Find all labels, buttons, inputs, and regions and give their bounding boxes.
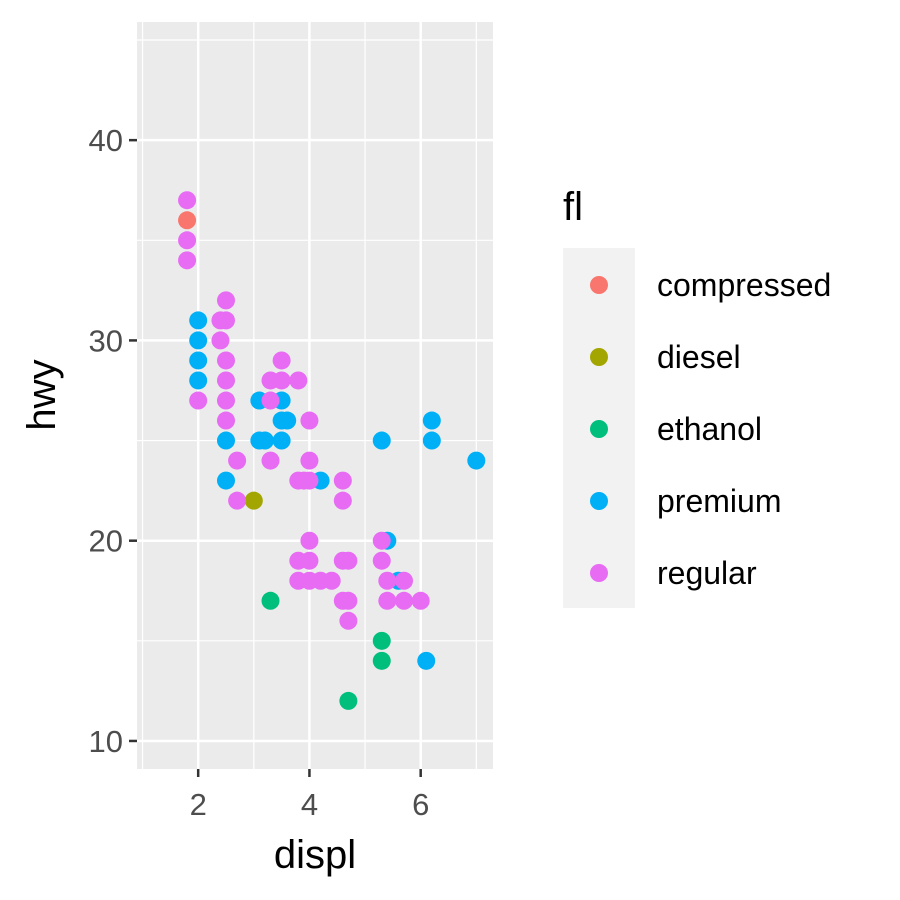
data-point-regular — [300, 411, 319, 430]
data-point-regular — [211, 331, 230, 350]
x-axis-title: displ — [274, 833, 356, 877]
data-point-regular — [300, 451, 319, 470]
data-point-regular — [228, 491, 247, 510]
data-point-regular — [228, 451, 247, 470]
data-point-premium — [467, 451, 486, 470]
data-point-regular — [217, 411, 235, 430]
data-point-regular — [411, 591, 430, 610]
data-point-ethanol — [372, 651, 391, 670]
data-point-premium — [217, 471, 235, 490]
data-point-regular — [339, 591, 358, 610]
data-point-regular — [217, 371, 235, 390]
x-tick-label: 6 — [412, 787, 429, 822]
data-point-regular — [322, 571, 341, 590]
legend-title: fl — [563, 185, 583, 229]
data-point-regular — [395, 571, 413, 590]
data-point-regular — [261, 451, 280, 470]
data-point-regular — [378, 591, 397, 610]
y-tick-label: 40 — [89, 123, 123, 158]
y-tick-label: 10 — [89, 724, 123, 759]
legend-key-ethanol — [590, 420, 608, 438]
data-point-premium — [217, 431, 235, 450]
data-point-regular — [300, 471, 319, 490]
data-point-regular — [372, 531, 391, 550]
data-point-premium — [422, 411, 441, 430]
x-tick-label: 4 — [301, 787, 318, 822]
data-point-premium — [422, 431, 441, 450]
data-point-ethanol — [339, 691, 358, 710]
x-axis: 2 4 6 — [190, 769, 429, 822]
data-point-diesel — [244, 491, 263, 510]
data-point-regular — [339, 551, 358, 570]
data-point-regular — [217, 391, 235, 410]
legend-key-regular — [590, 564, 608, 582]
legend-items: compressed diesel ethanol premium regular — [590, 267, 831, 591]
data-point-regular — [178, 191, 197, 210]
data-point-regular — [217, 351, 235, 370]
y-tick-label: 30 — [89, 323, 123, 358]
data-point-premium — [189, 371, 208, 390]
data-point-premium — [372, 431, 391, 450]
data-points — [178, 191, 486, 710]
legend: fl compressed diesel ethanol premium regular — [563, 185, 831, 608]
data-point-regular — [261, 391, 280, 410]
x-tick-label: 2 — [190, 787, 207, 822]
data-point-regular — [272, 371, 291, 390]
data-point-regular — [272, 351, 291, 370]
data-point-regular — [217, 291, 235, 310]
data-point-regular — [178, 231, 197, 250]
data-point-premium — [417, 651, 436, 670]
data-point-premium — [272, 431, 291, 450]
data-point-regular — [333, 471, 352, 490]
legend-label-diesel: diesel — [657, 339, 741, 375]
data-point-regular — [339, 611, 358, 630]
data-point-regular — [378, 571, 397, 590]
data-point-premium — [255, 431, 274, 450]
data-point-premium — [189, 311, 208, 330]
data-point-regular — [289, 371, 308, 390]
data-point-regular — [217, 311, 235, 330]
y-axis: 10 20 30 40 — [89, 123, 137, 759]
data-point-premium — [278, 411, 297, 430]
data-point-regular — [395, 591, 413, 610]
legend-key-diesel — [590, 348, 608, 366]
data-point-regular — [300, 551, 319, 570]
legend-key-premium — [590, 492, 608, 510]
data-point-regular — [372, 551, 391, 570]
data-point-compressed — [178, 211, 197, 230]
data-point-regular — [189, 391, 208, 410]
plot-panel — [137, 22, 493, 769]
y-tick-label: 20 — [89, 524, 123, 559]
legend-label-compressed: compressed — [657, 267, 831, 303]
data-point-ethanol — [372, 631, 391, 650]
data-point-premium — [189, 331, 208, 350]
legend-label-ethanol: ethanol — [657, 411, 762, 447]
legend-label-regular: regular — [657, 555, 757, 591]
data-point-regular — [300, 531, 319, 550]
data-point-ethanol — [261, 591, 280, 610]
data-point-regular — [333, 491, 352, 510]
data-point-regular — [178, 251, 197, 270]
legend-key-compressed — [590, 276, 608, 294]
legend-label-premium: premium — [657, 483, 781, 519]
minor-gridlines — [137, 22, 493, 769]
y-axis-title: hwy — [20, 359, 64, 430]
data-point-premium — [189, 351, 208, 370]
